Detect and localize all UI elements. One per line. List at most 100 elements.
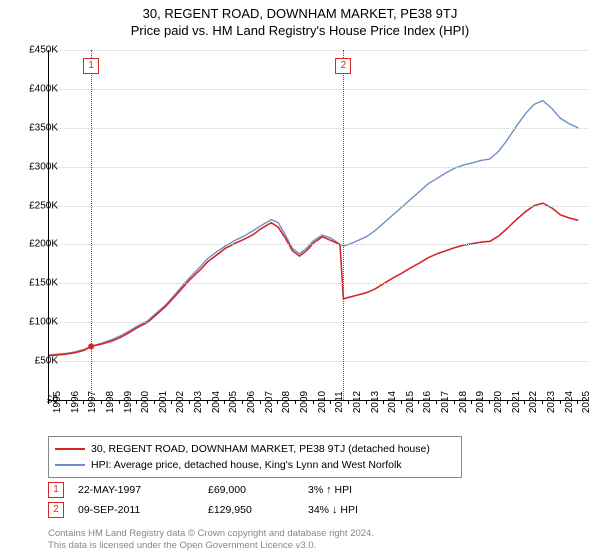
sale-diff-2: 34% ↓ HPI (308, 504, 358, 516)
x-tick (66, 400, 67, 404)
x-axis-label: 2004 (211, 391, 222, 413)
y-axis-label: £350K (18, 122, 58, 133)
x-tick (401, 400, 402, 404)
series-hpi (49, 101, 578, 355)
x-tick (489, 400, 490, 404)
x-tick (560, 400, 561, 404)
x-axis-label: 2015 (405, 391, 416, 413)
sale-price-2: £129,950 (208, 504, 308, 516)
credit-line-1: Contains HM Land Registry data © Crown c… (48, 528, 568, 540)
x-axis-label: 2000 (140, 391, 151, 413)
sale-marker-2: 2 (48, 502, 64, 518)
gridline-h (49, 244, 587, 245)
x-axis-label: 2023 (546, 391, 557, 413)
x-axis-label: 2024 (564, 391, 575, 413)
x-axis-label: 2016 (422, 391, 433, 413)
x-tick (224, 400, 225, 404)
title-address: 30, REGENT ROAD, DOWNHAM MARKET, PE38 9T… (0, 6, 600, 21)
x-tick (101, 400, 102, 404)
x-tick (242, 400, 243, 404)
legend-row-property: 30, REGENT ROAD, DOWNHAM MARKET, PE38 9T… (55, 441, 455, 457)
sale-diff-1-suffix: HPI (335, 484, 353, 496)
x-axis-label: 2010 (317, 391, 328, 413)
series-property (49, 203, 578, 356)
x-tick (524, 400, 525, 404)
x-tick (454, 400, 455, 404)
x-axis-label: 2011 (334, 391, 345, 413)
x-axis-label: 1997 (87, 391, 98, 413)
y-axis-label: £200K (18, 239, 58, 250)
y-axis-label: £400K (18, 83, 58, 94)
x-tick (295, 400, 296, 404)
credit-text: Contains HM Land Registry data © Crown c… (48, 528, 568, 553)
x-axis-label: 2019 (475, 391, 486, 413)
sale-marker-box: 2 (335, 58, 351, 74)
x-axis-label: 2006 (246, 391, 257, 413)
x-tick (189, 400, 190, 404)
x-axis-label: 2007 (264, 391, 275, 413)
x-axis-label: 2020 (493, 391, 504, 413)
x-tick (471, 400, 472, 404)
credit-line-2: This data is licensed under the Open Gov… (48, 540, 568, 552)
chart-svg (49, 50, 587, 400)
gridline-h (49, 283, 587, 284)
sale-row-1: 1 22-MAY-1997 £69,000 3% ↑ HPI (48, 480, 358, 500)
sale-diff-1-arrow: ↑ (326, 484, 332, 496)
x-tick (330, 400, 331, 404)
chart-plot-area: 12 (48, 50, 587, 401)
legend-swatch-hpi (55, 464, 85, 466)
x-tick (542, 400, 543, 404)
gridline-h (49, 167, 587, 168)
title-subtitle: Price paid vs. HM Land Registry's House … (0, 23, 600, 38)
gridline-h (49, 206, 587, 207)
sale-diff-2-arrow: ↓ (332, 504, 338, 516)
sale-marker-line (91, 50, 92, 400)
x-tick (507, 400, 508, 404)
x-tick (383, 400, 384, 404)
x-axis-label: 1998 (105, 391, 116, 413)
x-tick (136, 400, 137, 404)
x-axis-label: 2003 (193, 391, 204, 413)
gridline-h (49, 361, 587, 362)
x-tick (277, 400, 278, 404)
x-axis-label: 1995 (52, 391, 63, 413)
x-axis-label: 2017 (440, 391, 451, 413)
x-tick (48, 400, 49, 404)
x-axis-label: 2025 (581, 391, 592, 413)
chart-titles: 30, REGENT ROAD, DOWNHAM MARKET, PE38 9T… (0, 0, 600, 38)
gridline-h (49, 89, 587, 90)
x-tick (83, 400, 84, 404)
legend-label-hpi: HPI: Average price, detached house, King… (91, 459, 402, 471)
x-tick (171, 400, 172, 404)
sale-marker-1-num: 1 (53, 484, 59, 495)
sale-diff-2-suffix: HPI (340, 504, 358, 516)
y-axis-label: £250K (18, 200, 58, 211)
gridline-h (49, 128, 587, 129)
y-axis-label: £450K (18, 45, 58, 56)
x-axis-label: 2005 (228, 391, 239, 413)
x-axis-label: 1996 (70, 391, 81, 413)
y-axis-label: £150K (18, 278, 58, 289)
y-axis-label: £50K (18, 356, 58, 367)
x-axis-label: 2001 (158, 391, 169, 413)
x-tick (436, 400, 437, 404)
sale-diff-2-pct: 34% (308, 504, 329, 516)
x-axis-label: 2002 (175, 391, 186, 413)
sale-date-2: 09-SEP-2011 (78, 504, 208, 516)
y-axis-label: £100K (18, 317, 58, 328)
x-tick (260, 400, 261, 404)
x-axis-label: 2014 (387, 391, 398, 413)
x-tick (366, 400, 367, 404)
sale-row-2: 2 09-SEP-2011 £129,950 34% ↓ HPI (48, 500, 358, 520)
sale-marker-2-num: 2 (53, 504, 59, 515)
x-tick (313, 400, 314, 404)
sale-marker-line (343, 50, 344, 400)
x-axis-label: 2013 (370, 391, 381, 413)
x-axis-label: 2022 (528, 391, 539, 413)
gridline-h (49, 50, 587, 51)
legend-swatch-property (55, 448, 85, 450)
sale-price-1: £69,000 (208, 484, 308, 496)
sale-marker-1: 1 (48, 482, 64, 498)
x-axis-label: 2018 (458, 391, 469, 413)
x-tick (577, 400, 578, 404)
